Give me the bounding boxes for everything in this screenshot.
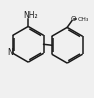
Text: N: N: [7, 48, 13, 57]
Text: NH₂: NH₂: [23, 11, 37, 20]
Text: CH₃: CH₃: [77, 17, 89, 22]
Text: O: O: [70, 16, 76, 22]
